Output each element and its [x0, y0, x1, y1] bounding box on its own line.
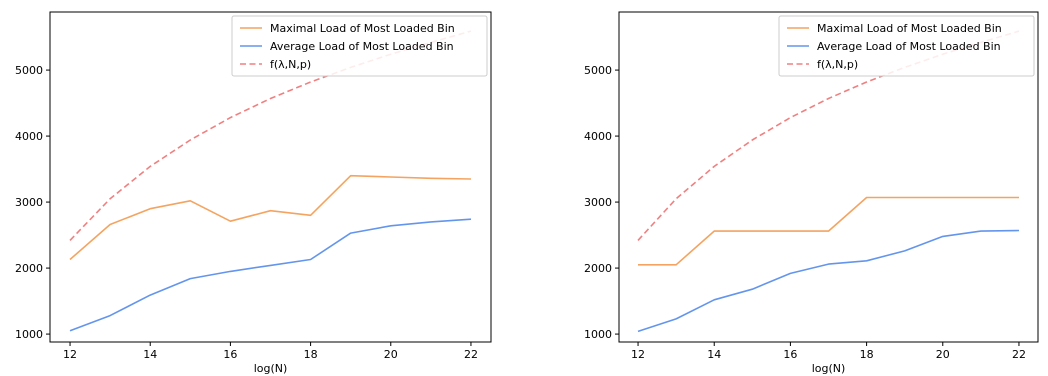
legend: Maximal Load of Most Loaded Bin Average L…: [778, 15, 1035, 77]
chart-panel-1: 12 14 16 18 20 22 1000 2000 3000 4000 5000 log(N) Ma…: [15, 11, 492, 375]
legend-box: [778, 15, 1035, 77]
y-tick-label: 2000: [584, 262, 612, 275]
x-axis-label: log(N): [812, 362, 846, 375]
series-line-1: [638, 196, 1019, 266]
x-tick-label: 16: [783, 348, 797, 361]
x-tick-label: 18: [860, 348, 874, 361]
legend-entry-3: f(λ,N,p): [270, 58, 311, 71]
y-tick-label: 3000: [15, 196, 43, 209]
y-tick-label: 4000: [584, 130, 612, 143]
y-tick-label: 5000: [584, 64, 612, 77]
series-line-2: [637, 229, 1020, 333]
series-line-2: [69, 218, 472, 332]
legend-box: [231, 15, 488, 77]
x-tick-label: 20: [384, 348, 398, 361]
legend-entry-2: Average Load of Most Loaded Bin: [270, 40, 454, 53]
legend-entry-1: Maximal Load of Most Loaded Bin: [817, 22, 1002, 35]
x-tick-label: 22: [1012, 348, 1026, 361]
chart-panel-2: 12 14 16 18 20 22 1000 2000 3000 4000 5000 log(N) Ma…: [584, 11, 1039, 375]
y-tick-label: 4000: [15, 130, 43, 143]
legend-entry-2: Average Load of Most Loaded Bin: [817, 40, 1001, 53]
legend-entry-1: Maximal Load of Most Loaded Bin: [270, 22, 455, 35]
x-tick-label: 22: [464, 348, 478, 361]
y-tick-label: 3000: [584, 196, 612, 209]
y-tick-label: 2000: [15, 262, 43, 275]
x-tick-label: 12: [63, 348, 77, 361]
x-tick-label: 14: [143, 348, 157, 361]
axes-frame: [49, 11, 492, 343]
x-tick-label: 20: [936, 348, 950, 361]
y-tick-label: 5000: [15, 64, 43, 77]
y-tick-label: 1000: [15, 328, 43, 341]
legend: Maximal Load of Most Loaded Bin Average L…: [231, 15, 488, 77]
x-tick-label: 18: [304, 348, 318, 361]
x-tick-label: 14: [707, 348, 721, 361]
legend-entry-3: f(λ,N,p): [817, 58, 858, 71]
x-axis-label: log(N): [254, 362, 288, 375]
y-tick-label: 1000: [584, 328, 612, 341]
axes-frame: [618, 11, 1039, 343]
series-line-1: [69, 174, 472, 261]
x-tick-label: 12: [631, 348, 645, 361]
x-tick-label: 16: [223, 348, 237, 361]
